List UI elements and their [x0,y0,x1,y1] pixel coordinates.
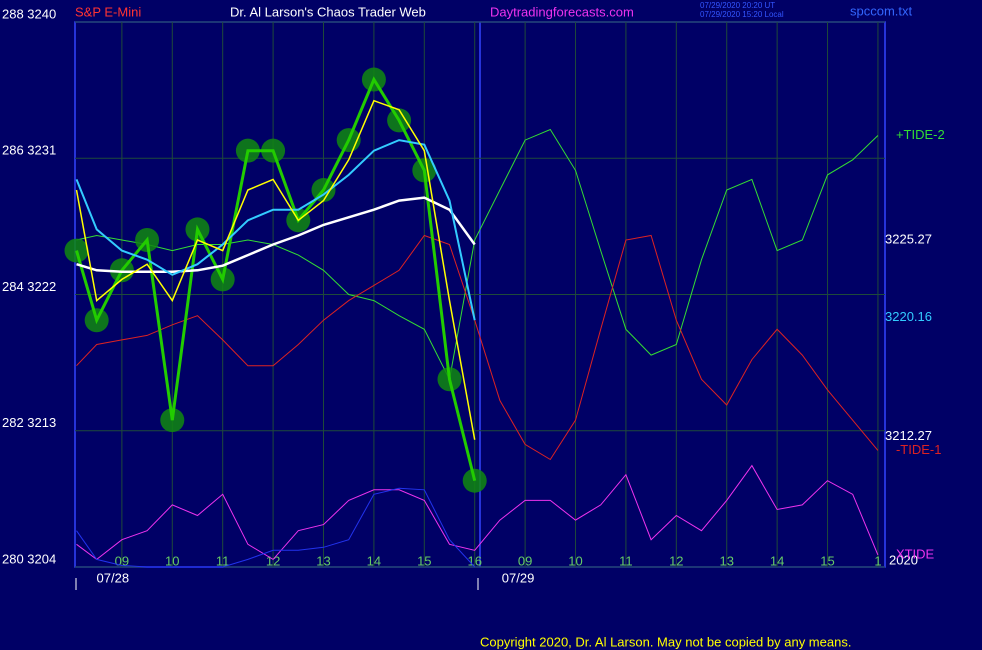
timestamp: 07/29/2020 20:20 UT [700,1,775,10]
x-tick-label: 13 [719,553,733,568]
x-tick-label: 15 [417,553,431,568]
price-level: 3220.16 [885,309,932,324]
y-tick-label: 286 3231 [2,143,56,158]
copyright: Copyright 2020, Dr. Al Larson. May not b… [480,634,851,649]
file-name: spccom.txt [850,3,913,18]
x-tick-label: 11 [216,553,230,568]
series-line [75,76,477,482]
series-line [76,487,476,568]
series-label: +TIDE-2 [896,127,945,142]
year: 2020 [889,552,918,567]
y-tick-label: 284 3222 [2,279,56,294]
series-line [75,99,476,440]
x-tick-label: 1 [874,553,881,568]
price-level: 3212.27 [885,428,932,443]
site: Daytradingforecasts.com [490,4,634,19]
series-line [75,139,476,321]
x-tick-label: 16 [467,553,481,568]
x-tick-label: 12 [266,553,280,568]
series-line [76,196,476,274]
series-line [76,128,879,381]
x-tick-label: 13 [316,553,330,568]
series-label: -TIDE-1 [896,442,942,457]
x-tick-label: 12 [669,553,683,568]
x-tick-label: 10 [165,553,179,568]
x-tick-label: 09 [518,553,532,568]
y-tick-label: 288 3240 [2,6,56,21]
instrument: S&P E-Mini [75,4,141,19]
x-tick-label: 14 [770,553,784,568]
x-tick-label: 15 [820,553,834,568]
date-label: 07/28 [97,570,130,585]
timestamp: 07/29/2020 15:20 Local [700,10,784,19]
x-tick-label: 14 [367,553,381,568]
series-label: XTIDE [896,546,935,561]
price-marker [462,468,487,493]
price-level: 3225.27 [885,231,932,246]
date-label: 07/29 [502,570,535,585]
y-tick-label: 280 3204 [2,551,56,566]
series-line [76,464,879,561]
y-tick-label: 282 3213 [2,415,56,430]
x-tick-label: 11 [619,553,633,568]
chart-title: Dr. Al Larson's Chaos Trader Web [230,4,426,19]
x-tick-label: 10 [568,553,582,568]
